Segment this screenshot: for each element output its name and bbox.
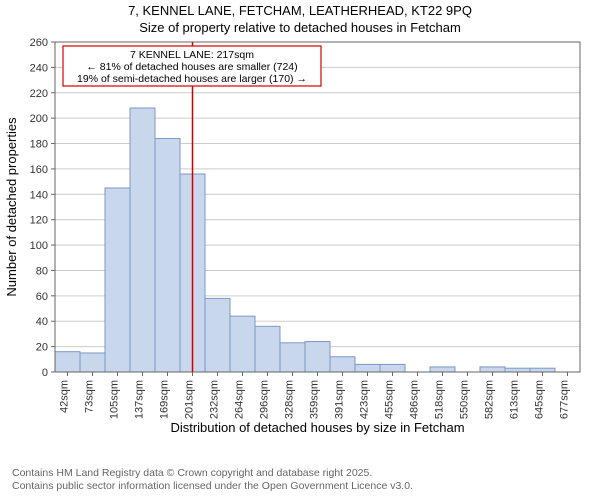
y-tick-label: 20 xyxy=(36,342,48,354)
histogram-bar xyxy=(330,357,355,372)
annotation-line-1: 7 KENNEL LANE: 217sqm xyxy=(130,49,254,61)
x-tick-label: 550sqm xyxy=(459,380,471,419)
footer-attribution: Contains HM Land Registry data © Crown c… xyxy=(12,467,413,494)
histogram-bar xyxy=(505,368,530,372)
x-tick-label: 645sqm xyxy=(534,380,546,419)
histogram-bar xyxy=(130,108,155,372)
x-tick-label: 423sqm xyxy=(359,380,371,419)
x-tick-label: 486sqm xyxy=(409,380,421,419)
annotation-line-2: ← 81% of detached houses are smaller (72… xyxy=(86,61,297,73)
annotation-line-3: 19% of semi-detached houses are larger (… xyxy=(77,73,307,85)
x-tick-label: 296sqm xyxy=(259,380,271,419)
y-tick-label: 100 xyxy=(30,240,48,252)
x-axis-label: Distribution of detached houses by size … xyxy=(170,420,464,435)
histogram-bar xyxy=(105,188,130,372)
histogram-bar xyxy=(155,138,180,372)
x-tick-label: 137sqm xyxy=(134,380,146,419)
histogram-bar xyxy=(530,368,555,372)
histogram-chart: 7, KENNEL LANE, FETCHAM, LEATHERHEAD, KT… xyxy=(0,0,600,460)
histogram-bar xyxy=(480,367,505,372)
x-tick-label: 105sqm xyxy=(109,380,121,419)
y-tick-label: 140 xyxy=(30,189,48,201)
x-tick-label: 677sqm xyxy=(559,380,571,419)
x-tick-label: 391sqm xyxy=(334,380,346,419)
y-tick-label: 180 xyxy=(30,139,48,151)
y-tick-label: 60 xyxy=(36,291,48,303)
footer-line-2: Contains public sector information licen… xyxy=(12,480,413,494)
x-tick-label: 73sqm xyxy=(84,380,96,413)
y-tick-label: 240 xyxy=(30,62,48,74)
y-tick-label: 0 xyxy=(42,367,48,379)
y-tick-label: 220 xyxy=(30,88,48,100)
x-tick-label: 169sqm xyxy=(159,380,171,419)
y-tick-label: 40 xyxy=(36,316,48,328)
histogram-bar xyxy=(280,343,305,372)
x-tick-label: 232sqm xyxy=(209,380,221,419)
histogram-bar xyxy=(255,326,280,372)
x-tick-label: 359sqm xyxy=(309,380,321,419)
histogram-bar xyxy=(305,342,330,372)
histogram-bar xyxy=(205,298,230,372)
histogram-bar xyxy=(55,352,80,372)
y-tick-label: 80 xyxy=(36,265,48,277)
x-tick-label: 613sqm xyxy=(509,380,521,419)
x-tick-label: 201sqm xyxy=(184,380,196,419)
x-tick-label: 328sqm xyxy=(284,380,296,419)
chart-subtitle: Size of property relative to detached ho… xyxy=(139,20,461,35)
x-tick-label: 264sqm xyxy=(234,380,246,419)
y-tick-label: 260 xyxy=(30,37,48,49)
y-tick-label: 120 xyxy=(30,215,48,227)
x-tick-label: 582sqm xyxy=(484,380,496,419)
histogram-bar xyxy=(80,353,105,372)
y-tick-label: 200 xyxy=(30,113,48,125)
x-tick-label: 455sqm xyxy=(384,380,396,419)
chart-title: 7, KENNEL LANE, FETCHAM, LEATHERHEAD, KT… xyxy=(128,3,472,18)
histogram-bar xyxy=(355,364,380,372)
histogram-bar xyxy=(380,364,405,372)
x-tick-label: 518sqm xyxy=(434,380,446,419)
x-tick-label: 42sqm xyxy=(59,380,71,413)
y-tick-label: 160 xyxy=(30,164,48,176)
histogram-bar xyxy=(230,316,255,372)
y-axis-label: Number of detached properties xyxy=(4,117,19,297)
footer-line-1: Contains HM Land Registry data © Crown c… xyxy=(12,467,413,481)
histogram-bar xyxy=(430,367,455,372)
